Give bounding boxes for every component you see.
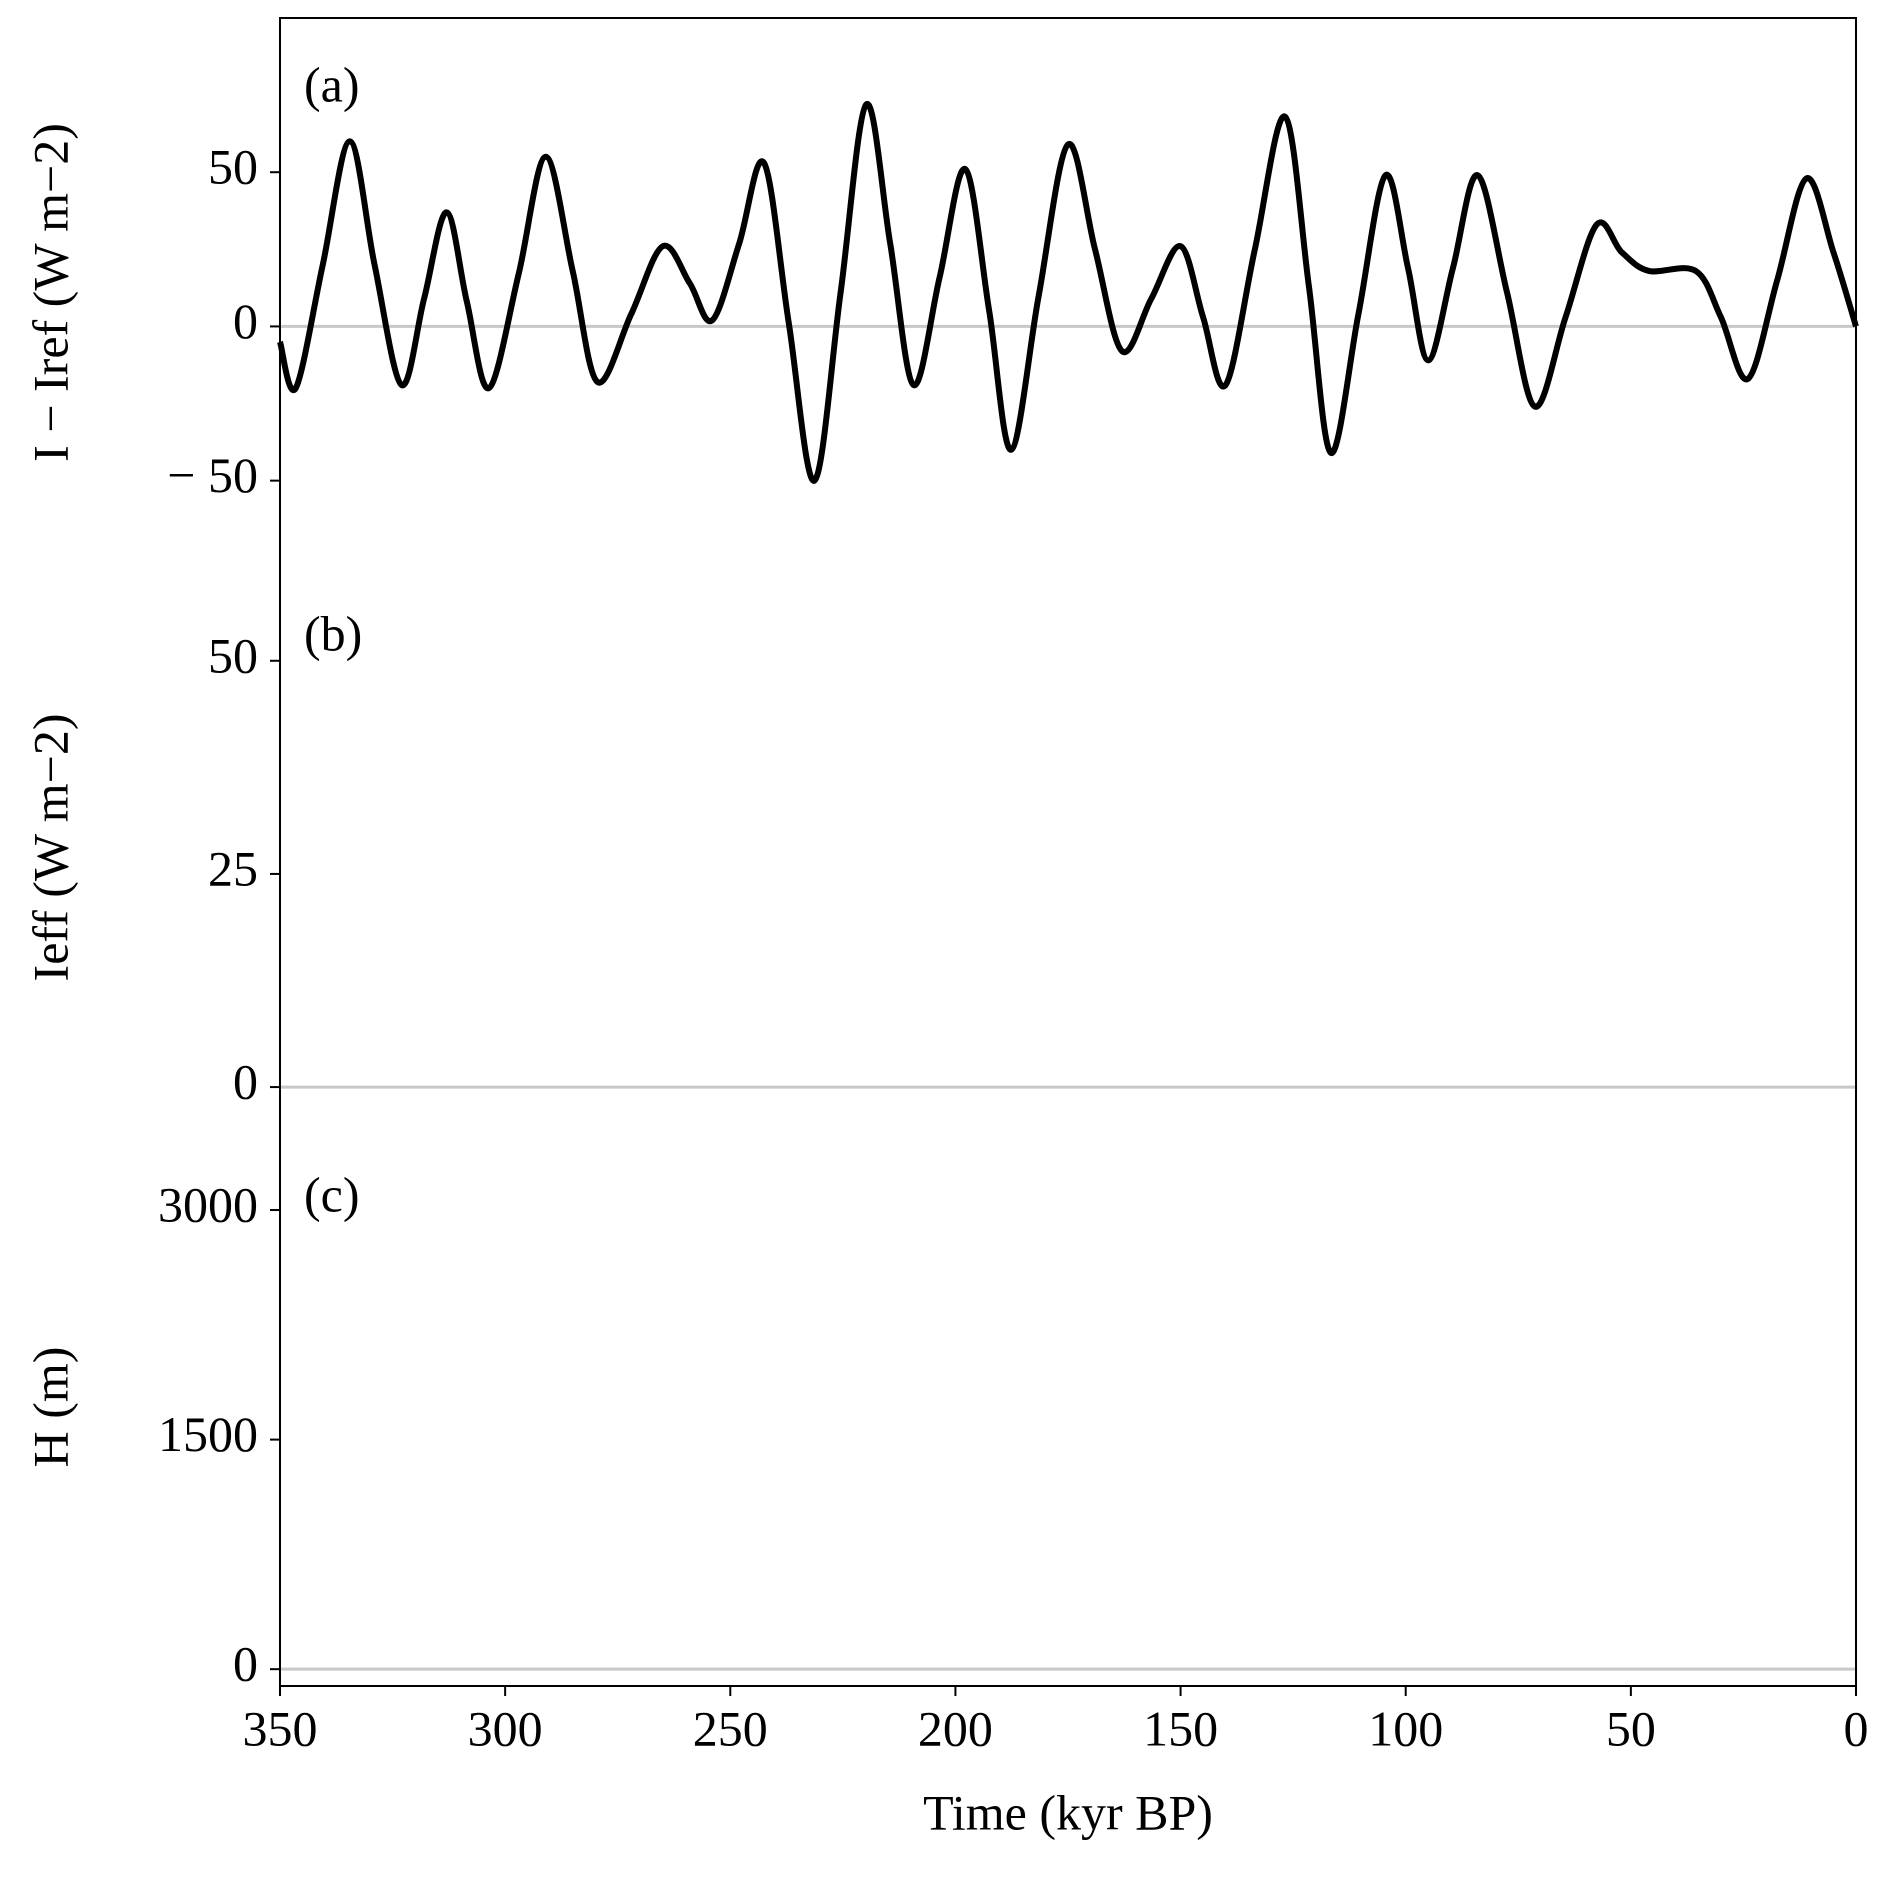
y-tick-label: − 50 (167, 447, 258, 503)
y-tick-label: 50 (208, 627, 258, 683)
x-tick-label: 350 (243, 1700, 318, 1756)
y-tick-label: 3000 (158, 1177, 258, 1233)
y-tick-label: 0 (233, 1054, 258, 1110)
x-tick-label: 200 (918, 1700, 993, 1756)
y-axis-label: H (m) (22, 1347, 78, 1468)
x-tick-label: 0 (1844, 1700, 1869, 1756)
y-tick-label: 25 (208, 840, 258, 896)
panel-label: (c) (304, 1166, 360, 1222)
plot-frame (279, 17, 1857, 1687)
y-tick-label: 0 (233, 293, 258, 349)
x-tick-label: 300 (468, 1700, 543, 1756)
data-line (277, 101, 1859, 484)
y-axis-label: Ieff (W m−2) (22, 714, 78, 982)
panel-label: (b) (304, 605, 362, 661)
y-tick-label: 0 (233, 1636, 258, 1692)
x-tick-label: 250 (693, 1700, 768, 1756)
y-axis-label: I − Iref (W m−2) (22, 123, 78, 462)
x-tick-label: 50 (1606, 1700, 1656, 1756)
x-tick-label: 100 (1368, 1700, 1443, 1756)
x-axis-label: Time (kyr BP) (923, 1784, 1213, 1840)
x-tick-label: 150 (1143, 1700, 1218, 1756)
y-tick-label: 1500 (158, 1406, 258, 1462)
y-tick-label: 50 (208, 139, 258, 195)
panel-label: (a) (304, 56, 360, 112)
